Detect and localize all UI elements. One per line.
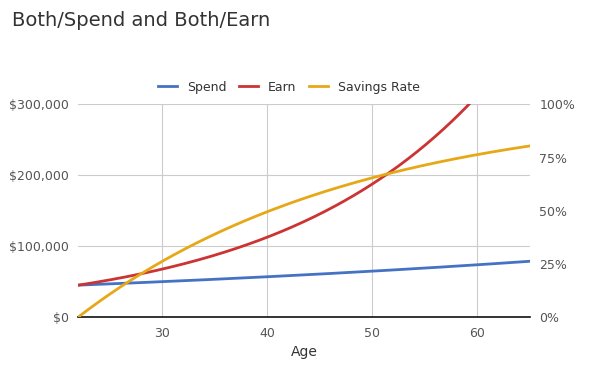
Line: Spend: Spend <box>78 261 530 285</box>
Earn <box>484 82 491 87</box>
Savings Rate <box>351 181 358 185</box>
X-axis label: Age: Age <box>291 345 317 359</box>
Earn <box>455 112 462 117</box>
Earn <box>343 197 350 202</box>
Savings Rate <box>76 314 84 318</box>
Spend <box>484 262 491 266</box>
Earn <box>76 283 84 287</box>
Savings Rate <box>455 156 462 160</box>
Savings Rate <box>343 182 350 187</box>
Savings Rate <box>75 315 82 319</box>
Spend <box>351 270 358 275</box>
Earn <box>526 29 533 34</box>
Text: Both/Spend and Both/Earn: Both/Spend and Both/Earn <box>12 11 270 30</box>
Savings Rate <box>526 144 533 148</box>
Spend <box>343 270 350 275</box>
Spend <box>342 270 349 275</box>
Earn <box>342 198 349 203</box>
Line: Earn: Earn <box>78 31 530 285</box>
Savings Rate <box>484 151 491 155</box>
Earn <box>75 283 82 287</box>
Spend <box>75 283 82 287</box>
Legend: Spend, Earn, Savings Rate: Spend, Earn, Savings Rate <box>158 81 420 94</box>
Spend <box>526 259 533 263</box>
Earn <box>351 193 358 197</box>
Spend <box>76 283 84 287</box>
Spend <box>455 264 462 268</box>
Savings Rate <box>342 183 349 188</box>
Line: Savings Rate: Savings Rate <box>78 146 530 317</box>
